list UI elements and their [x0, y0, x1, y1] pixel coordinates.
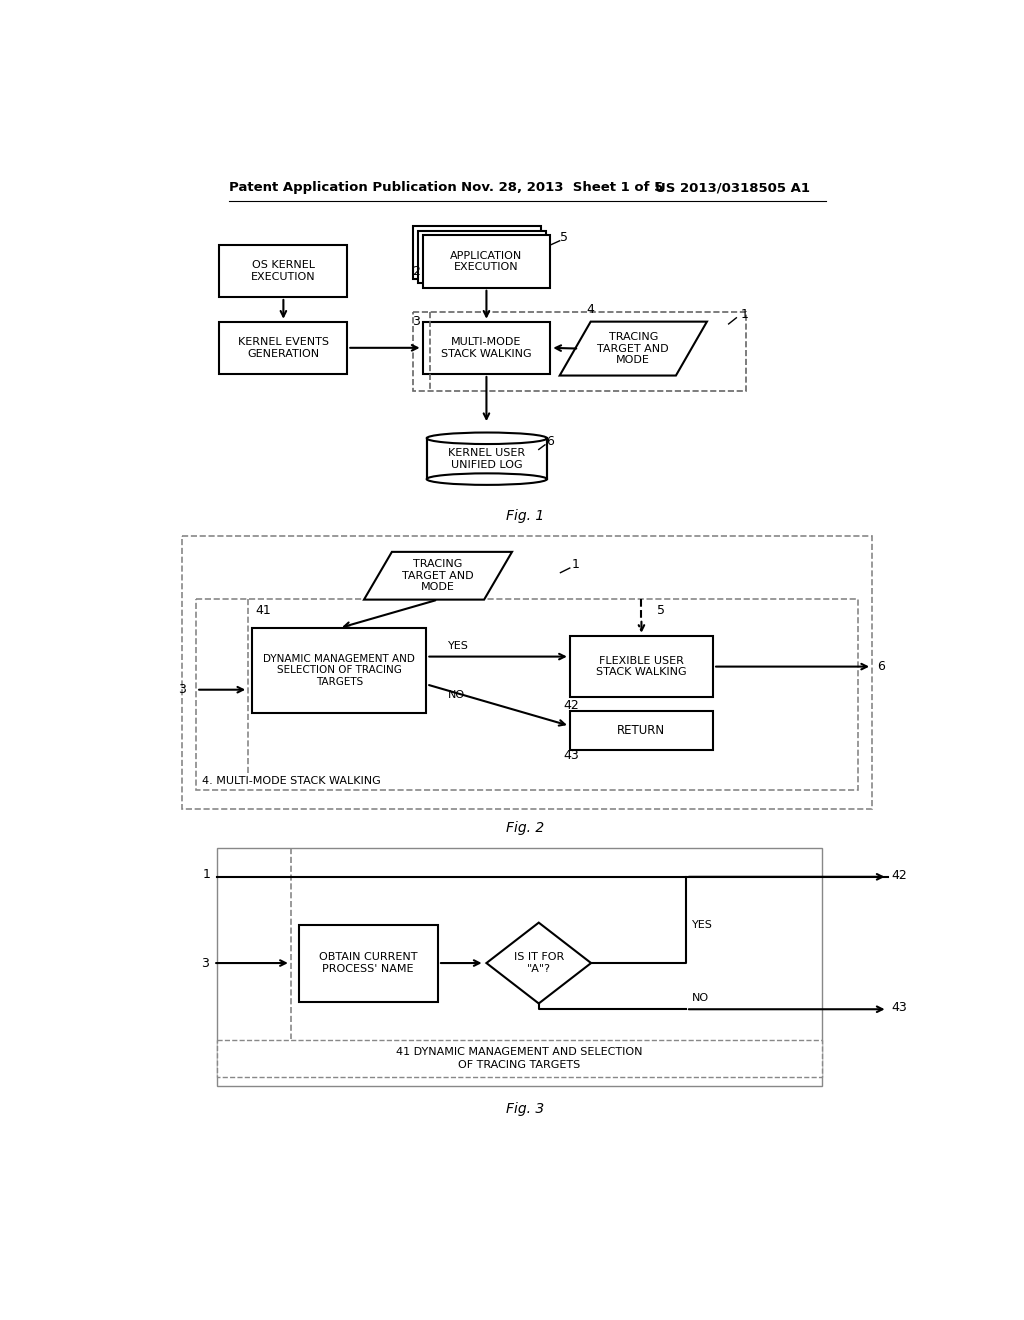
Bar [418, 231, 546, 284]
Text: IS IT FOR
"A"?: IS IT FOR "A"? [514, 952, 564, 974]
Ellipse shape [427, 474, 547, 484]
Text: OF TRACING TARGETS: OF TRACING TARGETS [459, 1060, 581, 1069]
Bar [414, 313, 746, 391]
Text: Patent Application Publication: Patent Application Publication [228, 181, 457, 194]
Text: NO: NO [449, 690, 465, 700]
Text: 1: 1 [741, 308, 749, 321]
Polygon shape [486, 923, 591, 1003]
Text: 41 DYNAMIC MANAGEMENT AND SELECTION: 41 DYNAMIC MANAGEMENT AND SELECTION [396, 1047, 643, 1057]
Text: 43: 43 [891, 1001, 907, 1014]
Text: MULTI-MODE
STACK WALKING: MULTI-MODE STACK WALKING [441, 337, 531, 359]
Text: 5: 5 [656, 603, 665, 616]
Text: FLEXIBLE USER
STACK WALKING: FLEXIBLE USER STACK WALKING [596, 656, 687, 677]
Text: 5: 5 [559, 231, 567, 244]
Bar [217, 1040, 821, 1077]
Polygon shape [364, 552, 512, 599]
Text: 3: 3 [202, 957, 209, 970]
Bar [219, 244, 347, 297]
Polygon shape [560, 322, 707, 376]
Text: TRACING
TARGET AND
MODE: TRACING TARGET AND MODE [402, 560, 474, 593]
Text: KERNEL USER
UNIFIED LOG: KERNEL USER UNIFIED LOG [449, 447, 525, 470]
Text: KERNEL EVENTS
GENERATION: KERNEL EVENTS GENERATION [238, 337, 329, 359]
Text: TRACING
TARGET AND
MODE: TRACING TARGET AND MODE [597, 333, 669, 366]
Bar [427, 438, 547, 479]
Text: Fig. 1: Fig. 1 [506, 510, 544, 524]
Text: RETURN: RETURN [617, 723, 666, 737]
Bar [219, 322, 347, 374]
Text: 3: 3 [178, 684, 186, 696]
Bar [182, 536, 872, 809]
Bar [252, 628, 426, 713]
Text: 2: 2 [413, 265, 420, 279]
Text: 4: 4 [586, 302, 594, 315]
Text: 41: 41 [256, 603, 271, 616]
Text: 6: 6 [878, 660, 885, 673]
Text: 6: 6 [547, 436, 554, 449]
Text: US 2013/0318505 A1: US 2013/0318505 A1 [655, 181, 810, 194]
Text: OS KERNEL
EXECUTION: OS KERNEL EXECUTION [251, 260, 315, 281]
Text: 42: 42 [563, 698, 580, 711]
Bar [569, 636, 713, 697]
Bar [299, 924, 438, 1002]
Bar [423, 322, 550, 374]
Text: NO: NO [692, 994, 710, 1003]
Ellipse shape [427, 433, 547, 444]
Text: 1: 1 [203, 869, 211, 880]
Text: 3: 3 [413, 315, 420, 329]
Text: 43: 43 [563, 750, 580, 763]
Text: YES: YES [692, 920, 713, 929]
Text: Nov. 28, 2013  Sheet 1 of 5: Nov. 28, 2013 Sheet 1 of 5 [461, 181, 664, 194]
Bar [197, 599, 858, 789]
Bar [569, 711, 713, 750]
Text: Fig. 2: Fig. 2 [506, 821, 544, 836]
Text: APPLICATION
EXECUTION: APPLICATION EXECUTION [451, 251, 522, 272]
Bar [414, 226, 541, 279]
Text: YES: YES [449, 640, 469, 651]
Bar [423, 235, 550, 288]
Text: OBTAIN CURRENT
PROCESS' NAME: OBTAIN CURRENT PROCESS' NAME [319, 952, 418, 974]
Text: 4. MULTI-MODE STACK WALKING: 4. MULTI-MODE STACK WALKING [203, 776, 381, 785]
Text: DYNAMIC MANAGEMENT AND
SELECTION OF TRACING
TARGETS: DYNAMIC MANAGEMENT AND SELECTION OF TRAC… [263, 653, 415, 686]
Text: 1: 1 [571, 558, 580, 572]
Text: Fig. 3: Fig. 3 [506, 1102, 544, 1117]
Bar [217, 847, 821, 1086]
Text: 42: 42 [891, 869, 907, 882]
